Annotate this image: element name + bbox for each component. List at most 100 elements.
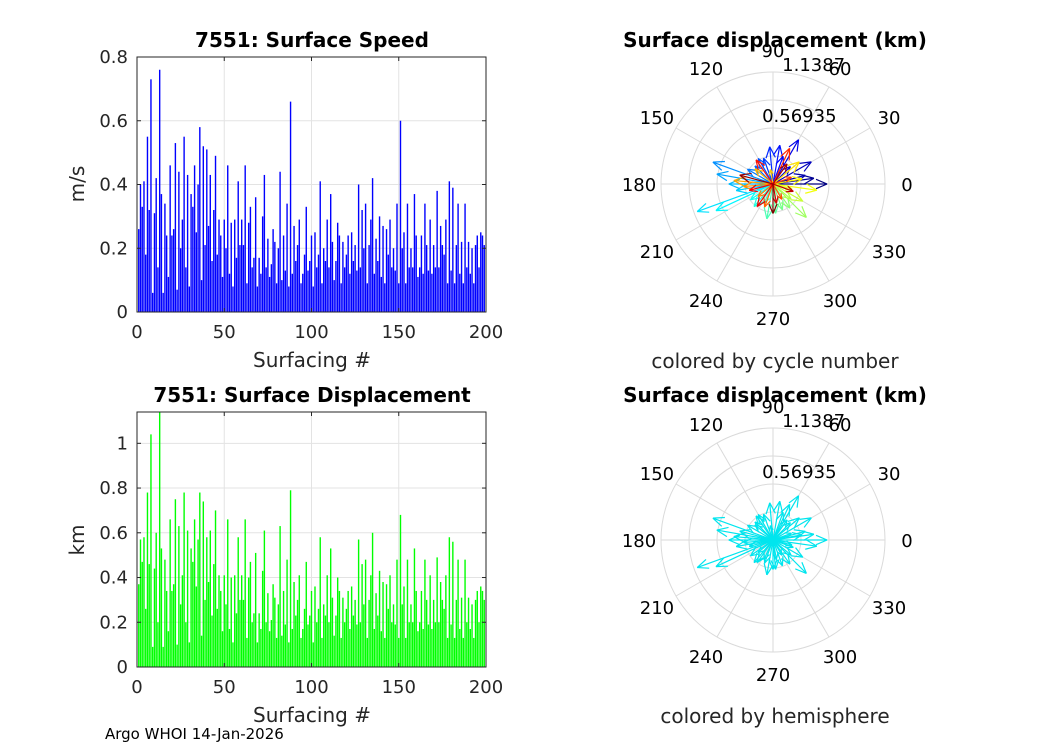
- bar: [387, 254, 389, 312]
- displacement-vector: [757, 539, 774, 554]
- displacement-vector: [772, 183, 807, 218]
- bar: [185, 622, 187, 667]
- x-tick-label: 50: [213, 322, 236, 343]
- polar-chart-hemisphere: 0 30 60 90 120 150 180 210 240 270 300 330 1.1387 0.5…: [622, 383, 927, 728]
- bar: [295, 615, 297, 667]
- bar: [213, 210, 215, 312]
- bar: [178, 526, 180, 667]
- bar: [342, 241, 344, 312]
- bar: [448, 181, 451, 312]
- bar: [234, 219, 236, 312]
- bar: [148, 210, 150, 312]
- polar-angle-label: 240: [689, 647, 723, 668]
- bar: [480, 232, 482, 312]
- bar: [148, 564, 150, 667]
- bar: [438, 622, 440, 667]
- bar: [279, 526, 281, 667]
- bar: [258, 257, 260, 312]
- polar-angle-label: 150: [640, 108, 674, 129]
- bar: [331, 597, 334, 667]
- bar: [314, 586, 316, 667]
- displacement-ylabel: km: [65, 524, 89, 555]
- bar: [202, 501, 205, 667]
- bar: [340, 637, 342, 667]
- bar: [152, 646, 154, 667]
- bar: [246, 637, 248, 667]
- displacement-vector: [768, 540, 778, 570]
- polar-angle-label: 300: [823, 291, 857, 312]
- bar: [469, 273, 471, 312]
- bar: [347, 590, 349, 667]
- bar: [138, 584, 140, 667]
- bar: [415, 235, 417, 312]
- bar: [331, 241, 334, 312]
- bar: [244, 519, 246, 667]
- bar: [345, 608, 348, 667]
- bar: [478, 267, 480, 312]
- bar: [286, 203, 288, 312]
- bar: [356, 270, 358, 312]
- bar: [167, 631, 170, 667]
- footer-text: Argo WHOI 14-Jan-2026: [105, 725, 284, 743]
- displacement-ticks: 0 50 100 150 200 0 0.2 0.4 0.6 0.8 1: [99, 412, 503, 698]
- polar-spoke: [772, 539, 830, 638]
- bar: [146, 136, 149, 312]
- bar: [476, 235, 478, 312]
- bar: [347, 235, 349, 312]
- bar: [422, 273, 424, 312]
- bar: [460, 597, 463, 667]
- polar-radius-label: 0.56935: [762, 462, 836, 483]
- bar: [230, 222, 232, 312]
- bar: [263, 174, 266, 312]
- speed-xlabel: Surfacing #: [253, 348, 371, 372]
- bar: [181, 575, 184, 667]
- displacement-bars: [138, 412, 485, 667]
- x-tick-label: 150: [382, 677, 416, 698]
- bar: [218, 219, 220, 312]
- bar: [216, 254, 218, 312]
- bar: [424, 203, 426, 312]
- bar: [206, 149, 208, 312]
- bar: [357, 184, 360, 312]
- bar: [377, 261, 379, 312]
- bar: [483, 599, 485, 667]
- bar: [462, 283, 465, 312]
- bar: [145, 254, 147, 312]
- polar2-title: Surface displacement (km): [623, 383, 927, 407]
- bar: [288, 286, 290, 312]
- bar: [207, 582, 210, 667]
- bar: [274, 241, 276, 312]
- bar: [343, 622, 346, 667]
- bar: [223, 575, 225, 667]
- bar: [445, 575, 447, 667]
- polar-angle-label: 300: [823, 647, 857, 668]
- bar: [474, 599, 477, 667]
- bar: [145, 608, 147, 667]
- bar: [251, 267, 253, 312]
- bar: [403, 232, 405, 312]
- bar: [303, 608, 306, 667]
- bar: [312, 642, 314, 667]
- bar: [268, 631, 271, 667]
- bar: [314, 232, 316, 312]
- bar: [200, 280, 203, 312]
- bar: [253, 257, 255, 312]
- bar: [443, 608, 445, 667]
- displacement-vector: [772, 183, 794, 193]
- bar: [473, 637, 475, 667]
- displacement-vector: [772, 163, 788, 185]
- bar: [382, 582, 384, 667]
- bar: [174, 499, 177, 667]
- bar: [392, 248, 395, 312]
- bar: [165, 235, 168, 312]
- y-tick-label: 0.2: [99, 612, 128, 633]
- bar: [155, 178, 157, 312]
- polar-spoke: [675, 183, 774, 241]
- bar: [254, 197, 257, 312]
- bar: [193, 165, 196, 312]
- bar: [176, 644, 178, 667]
- bar: [220, 590, 222, 667]
- bar: [364, 559, 367, 667]
- bar: [312, 286, 314, 312]
- bar: [186, 174, 189, 312]
